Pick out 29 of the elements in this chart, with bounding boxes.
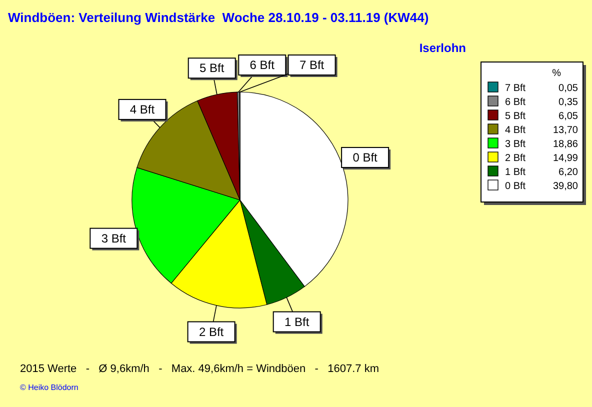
legend-label: 3 Bft xyxy=(505,139,526,150)
slice-label: 4 Bft xyxy=(130,102,156,116)
legend-label: 4 Bft xyxy=(505,125,526,136)
slice-label: 2 Bft xyxy=(198,324,224,339)
data-label: 0,35 xyxy=(558,97,578,108)
slice-label: 0 Bft xyxy=(352,150,378,164)
slice-label: 5 Bft xyxy=(200,61,225,76)
slice-label: 3 Bft xyxy=(101,231,127,246)
chart-subtitle: Iserlohn xyxy=(419,41,466,55)
data-label: 6,20 xyxy=(558,167,578,178)
legend-label: 5 Bft xyxy=(505,111,526,122)
data-label: 13,70 xyxy=(552,125,578,136)
legend-label: 6 Bft xyxy=(505,97,526,108)
legend-label: 1 Bft xyxy=(505,167,526,178)
data-label: 14,99 xyxy=(552,153,578,164)
data-label: 0,05 xyxy=(558,83,578,94)
slice-label: 1 Bft xyxy=(284,314,310,329)
data-label: 18,86 xyxy=(552,139,578,150)
slice-label: 7 Bft xyxy=(299,58,325,72)
data-label: 39,80 xyxy=(552,181,578,192)
slice-label: 6 Bft xyxy=(250,58,276,72)
legend-label: 2 Bft xyxy=(505,153,526,164)
chart-title: Windböen: Verteilung Windstärke Woche 28.10.19 - 03.11.19 (KW44) xyxy=(8,10,429,25)
data-label: 6,05 xyxy=(558,111,578,122)
legend-title: % xyxy=(552,68,562,79)
legend-label: 7 Bft xyxy=(505,83,526,94)
text: © Heiko Blödorn xyxy=(20,383,78,392)
text: 2015 Werte - Ø 9,6km/h - Max. 49,6km/h = Windböen - 1607.7 km xyxy=(20,363,379,375)
legend-label: 0 Bft xyxy=(505,181,526,192)
